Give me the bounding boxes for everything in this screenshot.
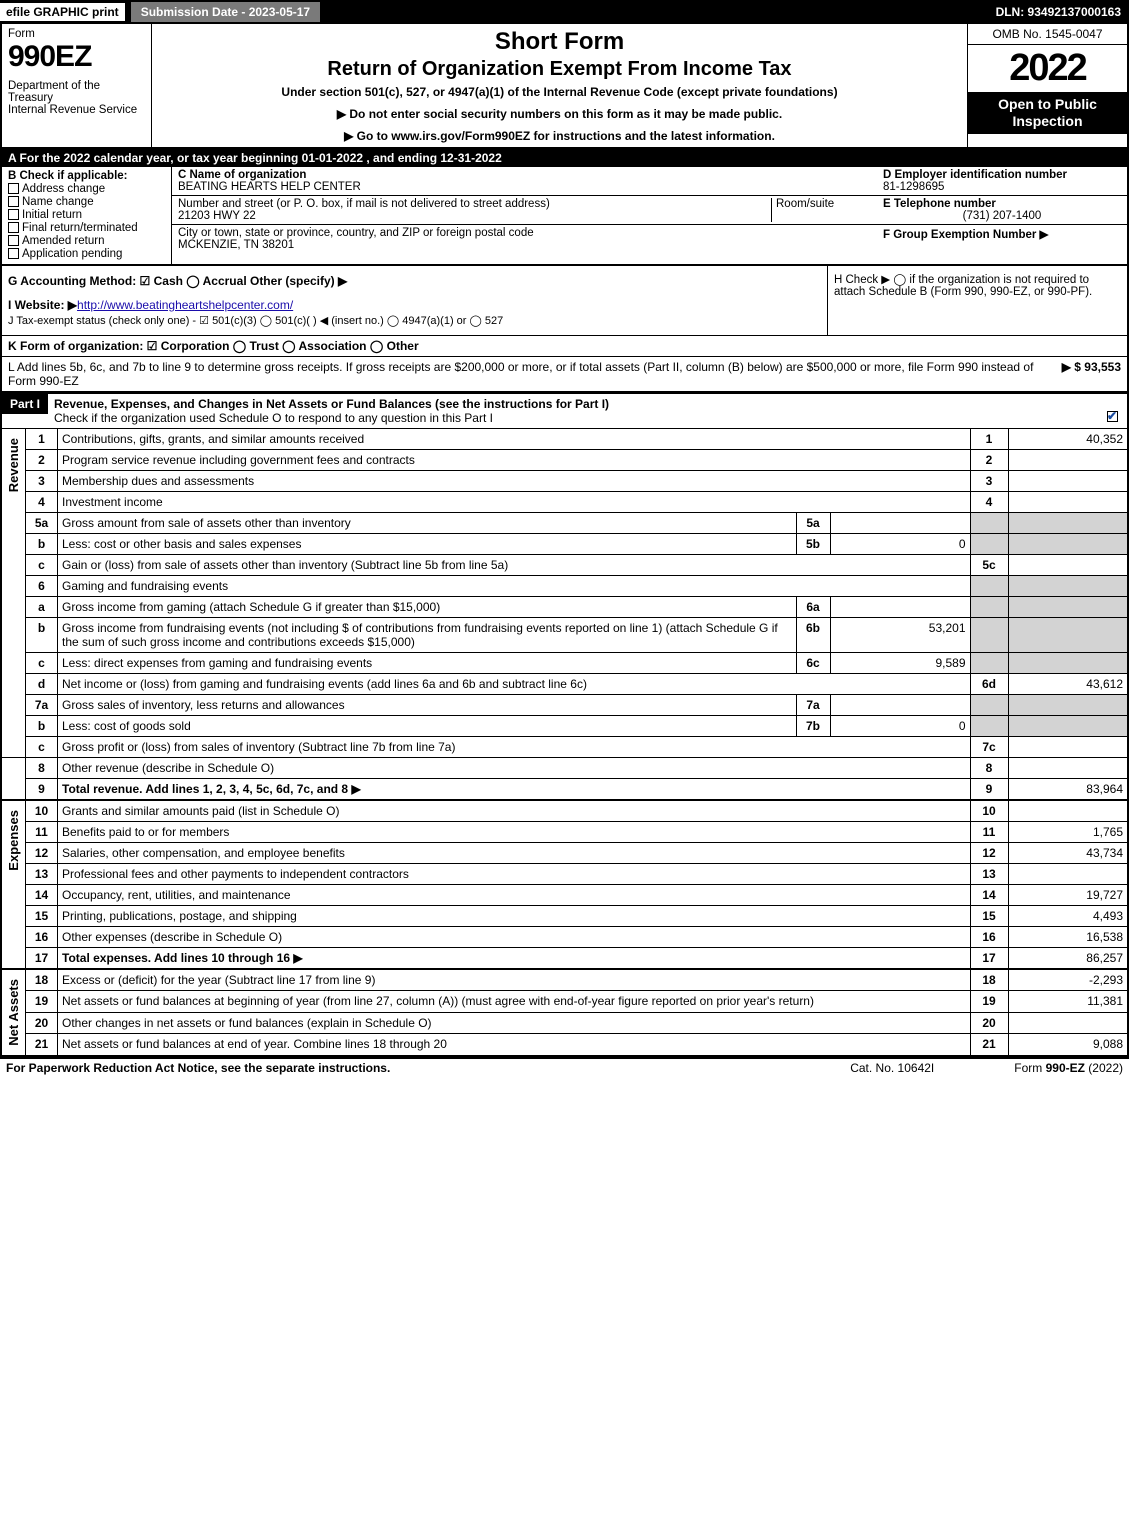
right-info: D Employer identification number 81-1298… xyxy=(877,167,1127,264)
subtitle: Under section 501(c), 527, or 4947(a)(1)… xyxy=(156,85,963,99)
footer-left: For Paperwork Reduction Act Notice, see … xyxy=(6,1061,390,1075)
title-block: Short Form Return of Organization Exempt… xyxy=(152,24,967,147)
dln: DLN: 93492137000163 xyxy=(996,5,1129,19)
right-header: OMB No. 1545-0047 2022 Open to Public In… xyxy=(967,24,1127,147)
c-name-lbl: C Name of organization xyxy=(178,169,306,181)
side-netassets: Net Assets xyxy=(6,973,21,1052)
ein: 81-1298695 xyxy=(883,181,944,193)
part1-label: Part I xyxy=(2,394,48,414)
top-bar: efile GRAPHIC print Submission Date - 20… xyxy=(0,0,1129,24)
dept-line1: Department of the Treasury xyxy=(8,80,145,104)
line-k: K Form of organization: ☑ Corporation ◯ … xyxy=(0,336,1129,357)
phone: (731) 207-1400 xyxy=(883,210,1121,222)
e-lbl: E Telephone number xyxy=(883,198,996,210)
dept-line2: Internal Revenue Service xyxy=(8,104,145,116)
section-b: B Check if applicable: Address change Na… xyxy=(2,167,172,264)
chk-address[interactable]: Address change xyxy=(8,183,165,195)
part1-table: Revenue 1 Contributions, gifts, grants, … xyxy=(0,428,1129,1057)
line-i: I Website: ▶http://www.beatingheartshelp… xyxy=(8,298,821,312)
row-a: A For the 2022 calendar year, or tax yea… xyxy=(0,149,1129,167)
part1-title: Revenue, Expenses, and Changes in Net As… xyxy=(54,397,609,411)
footer: For Paperwork Reduction Act Notice, see … xyxy=(0,1057,1129,1077)
chk-pending[interactable]: Application pending xyxy=(8,248,165,260)
part1-check[interactable] xyxy=(1107,411,1118,422)
chk-final[interactable]: Final return/terminated xyxy=(8,222,165,234)
chk-initial[interactable]: Initial return xyxy=(8,209,165,221)
part1-sub: Check if the organization used Schedule … xyxy=(54,411,493,425)
city: MCKENZIE, TN 38201 xyxy=(178,239,294,251)
b-label: B Check if applicable: xyxy=(8,170,165,182)
line-h: H Check ▶ ◯ if the organization is not r… xyxy=(827,266,1127,335)
chk-name[interactable]: Name change xyxy=(8,196,165,208)
org-name: BEATING HEARTS HELP CENTER xyxy=(178,181,361,193)
footer-right: Form 990-EZ (2022) xyxy=(1014,1061,1123,1075)
c-city-lbl: City or town, state or province, country… xyxy=(178,227,534,239)
line-j: J Tax-exempt status (check only one) - ☑… xyxy=(8,314,821,327)
tax-year: 2022 xyxy=(968,45,1127,92)
c-street-lbl: Number and street (or P. O. box, if mail… xyxy=(178,198,550,210)
website-link[interactable]: http://www.beatingheartshelpcenter.com/ xyxy=(77,298,293,312)
entity-block: B Check if applicable: Address change Na… xyxy=(0,167,1129,266)
section-c: C Name of organization BEATING HEARTS HE… xyxy=(172,167,877,264)
title-2: Return of Organization Exempt From Incom… xyxy=(156,58,963,81)
efile-label[interactable]: efile GRAPHIC print xyxy=(0,3,125,21)
side-revenue: Revenue xyxy=(6,432,21,498)
d-lbl: D Employer identification number xyxy=(883,169,1067,181)
title-1: Short Form xyxy=(156,28,963,56)
side-expenses: Expenses xyxy=(6,804,21,877)
form-header: Form 990EZ Department of the Treasury In… xyxy=(0,24,1129,149)
chk-amended[interactable]: Amended return xyxy=(8,235,165,247)
open-public: Open to Public Inspection xyxy=(968,92,1127,134)
form-id-block: Form 990EZ Department of the Treasury In… xyxy=(2,24,152,147)
street: 21203 HWY 22 xyxy=(178,210,256,222)
f-lbl: F Group Exemption Number ▶ xyxy=(883,229,1048,241)
form-number: 990EZ xyxy=(8,40,145,74)
room-lbl: Room/suite xyxy=(771,198,871,222)
line-g: G Accounting Method: ☑ Cash ◯ Accrual Ot… xyxy=(8,274,821,288)
warning: ▶ Do not enter social security numbers o… xyxy=(156,107,963,121)
form-word: Form xyxy=(8,28,145,40)
footer-center: Cat. No. 10642I xyxy=(850,1061,934,1075)
line-l: L Add lines 5b, 6c, and 7b to line 9 to … xyxy=(0,357,1129,392)
part1-header: Part I Revenue, Expenses, and Changes in… xyxy=(0,392,1129,428)
omb-number: OMB No. 1545-0047 xyxy=(968,24,1127,45)
submission-date: Submission Date - 2023-05-17 xyxy=(131,2,320,22)
goto-link[interactable]: ▶ Go to www.irs.gov/Form990EZ for instru… xyxy=(156,129,963,143)
